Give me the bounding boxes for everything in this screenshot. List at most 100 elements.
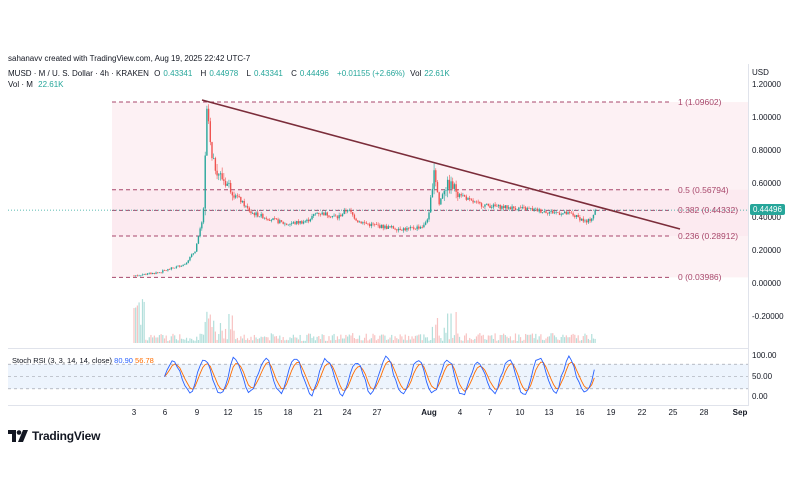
candle-body xyxy=(274,218,276,219)
candle-body xyxy=(323,212,325,216)
volume-bar xyxy=(509,336,511,343)
volume-bar xyxy=(389,337,391,343)
stoch-d-line xyxy=(164,360,595,392)
candle-body xyxy=(258,216,261,218)
candle-body xyxy=(214,158,217,171)
volume-bar xyxy=(179,334,181,343)
volume-bar xyxy=(233,330,235,343)
candle-body xyxy=(594,210,596,215)
volume-bar xyxy=(377,338,379,343)
candle-body xyxy=(151,272,154,275)
volume-bar xyxy=(277,338,279,343)
volume-bar xyxy=(170,336,172,343)
volume-bar xyxy=(355,339,357,343)
stoch-axis-tick: 50.00 xyxy=(752,371,773,381)
candle-body xyxy=(563,211,566,214)
volume-bar xyxy=(169,340,171,343)
volume-bar xyxy=(269,340,271,343)
candle-body xyxy=(352,212,354,215)
candle-body xyxy=(296,221,298,224)
stoch-axis-tick: 0.00 xyxy=(752,392,768,401)
candle-body xyxy=(206,108,208,156)
volume-bar xyxy=(518,334,520,343)
volume-bar xyxy=(536,339,539,343)
fib-level-label: 0 (0.03986) xyxy=(678,272,722,283)
volume-bar xyxy=(141,299,144,343)
volume-bar xyxy=(479,333,481,343)
candle-body xyxy=(545,211,547,213)
candle-body xyxy=(319,213,322,215)
volume-bar xyxy=(267,337,269,343)
volume-bar xyxy=(464,335,466,343)
candle-body xyxy=(569,212,571,213)
candle-body xyxy=(362,222,364,224)
candle-body xyxy=(372,223,374,225)
candle-body xyxy=(558,212,561,215)
volume-bar xyxy=(572,333,574,343)
candle-body xyxy=(424,222,427,225)
fib-level-label: 0.382 (0.44332) xyxy=(678,205,739,216)
volume-bar xyxy=(411,336,413,343)
candle-body xyxy=(574,215,576,217)
volume-bar xyxy=(230,329,232,343)
candle-body xyxy=(457,191,459,198)
time-axis-tick: 27 xyxy=(372,408,382,417)
candle-body xyxy=(341,214,344,217)
volume-bar xyxy=(567,337,569,343)
volume-bar xyxy=(502,333,505,343)
candle-body xyxy=(475,201,478,203)
volume-bar xyxy=(313,336,315,343)
candle-body xyxy=(533,208,535,211)
volume-bar xyxy=(526,334,528,343)
volume-bar xyxy=(172,333,174,343)
candle-body xyxy=(458,194,461,198)
volume-bar xyxy=(338,339,340,343)
volume-bar xyxy=(419,334,422,343)
candle-body xyxy=(514,208,517,210)
volume-bar xyxy=(301,340,303,343)
candle-body xyxy=(391,226,393,228)
volume-bar xyxy=(436,317,439,343)
candle-body xyxy=(440,198,442,205)
candle-body xyxy=(411,226,413,228)
volume-bar xyxy=(499,334,501,343)
candle-body xyxy=(507,207,510,209)
pane-separator[interactable] xyxy=(8,348,748,349)
tradingview-logo[interactable]: TradingView xyxy=(8,429,100,443)
candle-body xyxy=(190,254,193,257)
candle-body xyxy=(306,219,308,222)
volume-bar xyxy=(321,334,323,343)
volume-bar xyxy=(440,338,442,343)
volume-bar xyxy=(413,338,415,343)
candle-body xyxy=(407,227,410,229)
volume-bar xyxy=(575,338,578,343)
volume-bar xyxy=(157,337,159,343)
volume-bar xyxy=(304,340,306,343)
volume-bar xyxy=(460,340,462,343)
volume-bar xyxy=(265,337,267,343)
volume-bar xyxy=(182,339,184,343)
volume-bar xyxy=(553,335,556,343)
candle-body xyxy=(375,224,378,226)
volume-bar xyxy=(519,337,522,343)
volume-bar xyxy=(223,338,225,343)
volume-bar xyxy=(311,337,313,343)
candle-body xyxy=(404,228,406,231)
volume-bar xyxy=(470,339,472,343)
candle-body xyxy=(318,212,320,214)
time-axis-tick: 19 xyxy=(606,408,616,417)
volume-bar xyxy=(433,338,435,343)
candle-body xyxy=(204,155,206,209)
candle-body xyxy=(370,223,373,227)
candle-body xyxy=(365,222,367,224)
volume-bar xyxy=(143,301,145,343)
volume-bar xyxy=(558,340,561,343)
volume-bar xyxy=(191,338,193,343)
volume-bar xyxy=(326,340,328,343)
candle-body xyxy=(360,221,362,224)
volume-bar xyxy=(406,340,408,343)
volume-bar xyxy=(535,333,537,343)
candle-body xyxy=(245,205,247,207)
candle-body xyxy=(235,195,237,198)
